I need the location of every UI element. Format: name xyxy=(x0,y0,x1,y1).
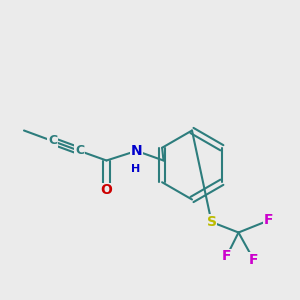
Text: C: C xyxy=(48,134,57,148)
Text: F: F xyxy=(222,250,231,263)
Text: F: F xyxy=(264,214,273,227)
Text: H: H xyxy=(131,164,140,175)
Text: S: S xyxy=(206,215,217,229)
Text: C: C xyxy=(75,144,84,158)
Text: O: O xyxy=(100,184,112,197)
Text: F: F xyxy=(249,253,258,266)
Text: N: N xyxy=(131,144,142,158)
